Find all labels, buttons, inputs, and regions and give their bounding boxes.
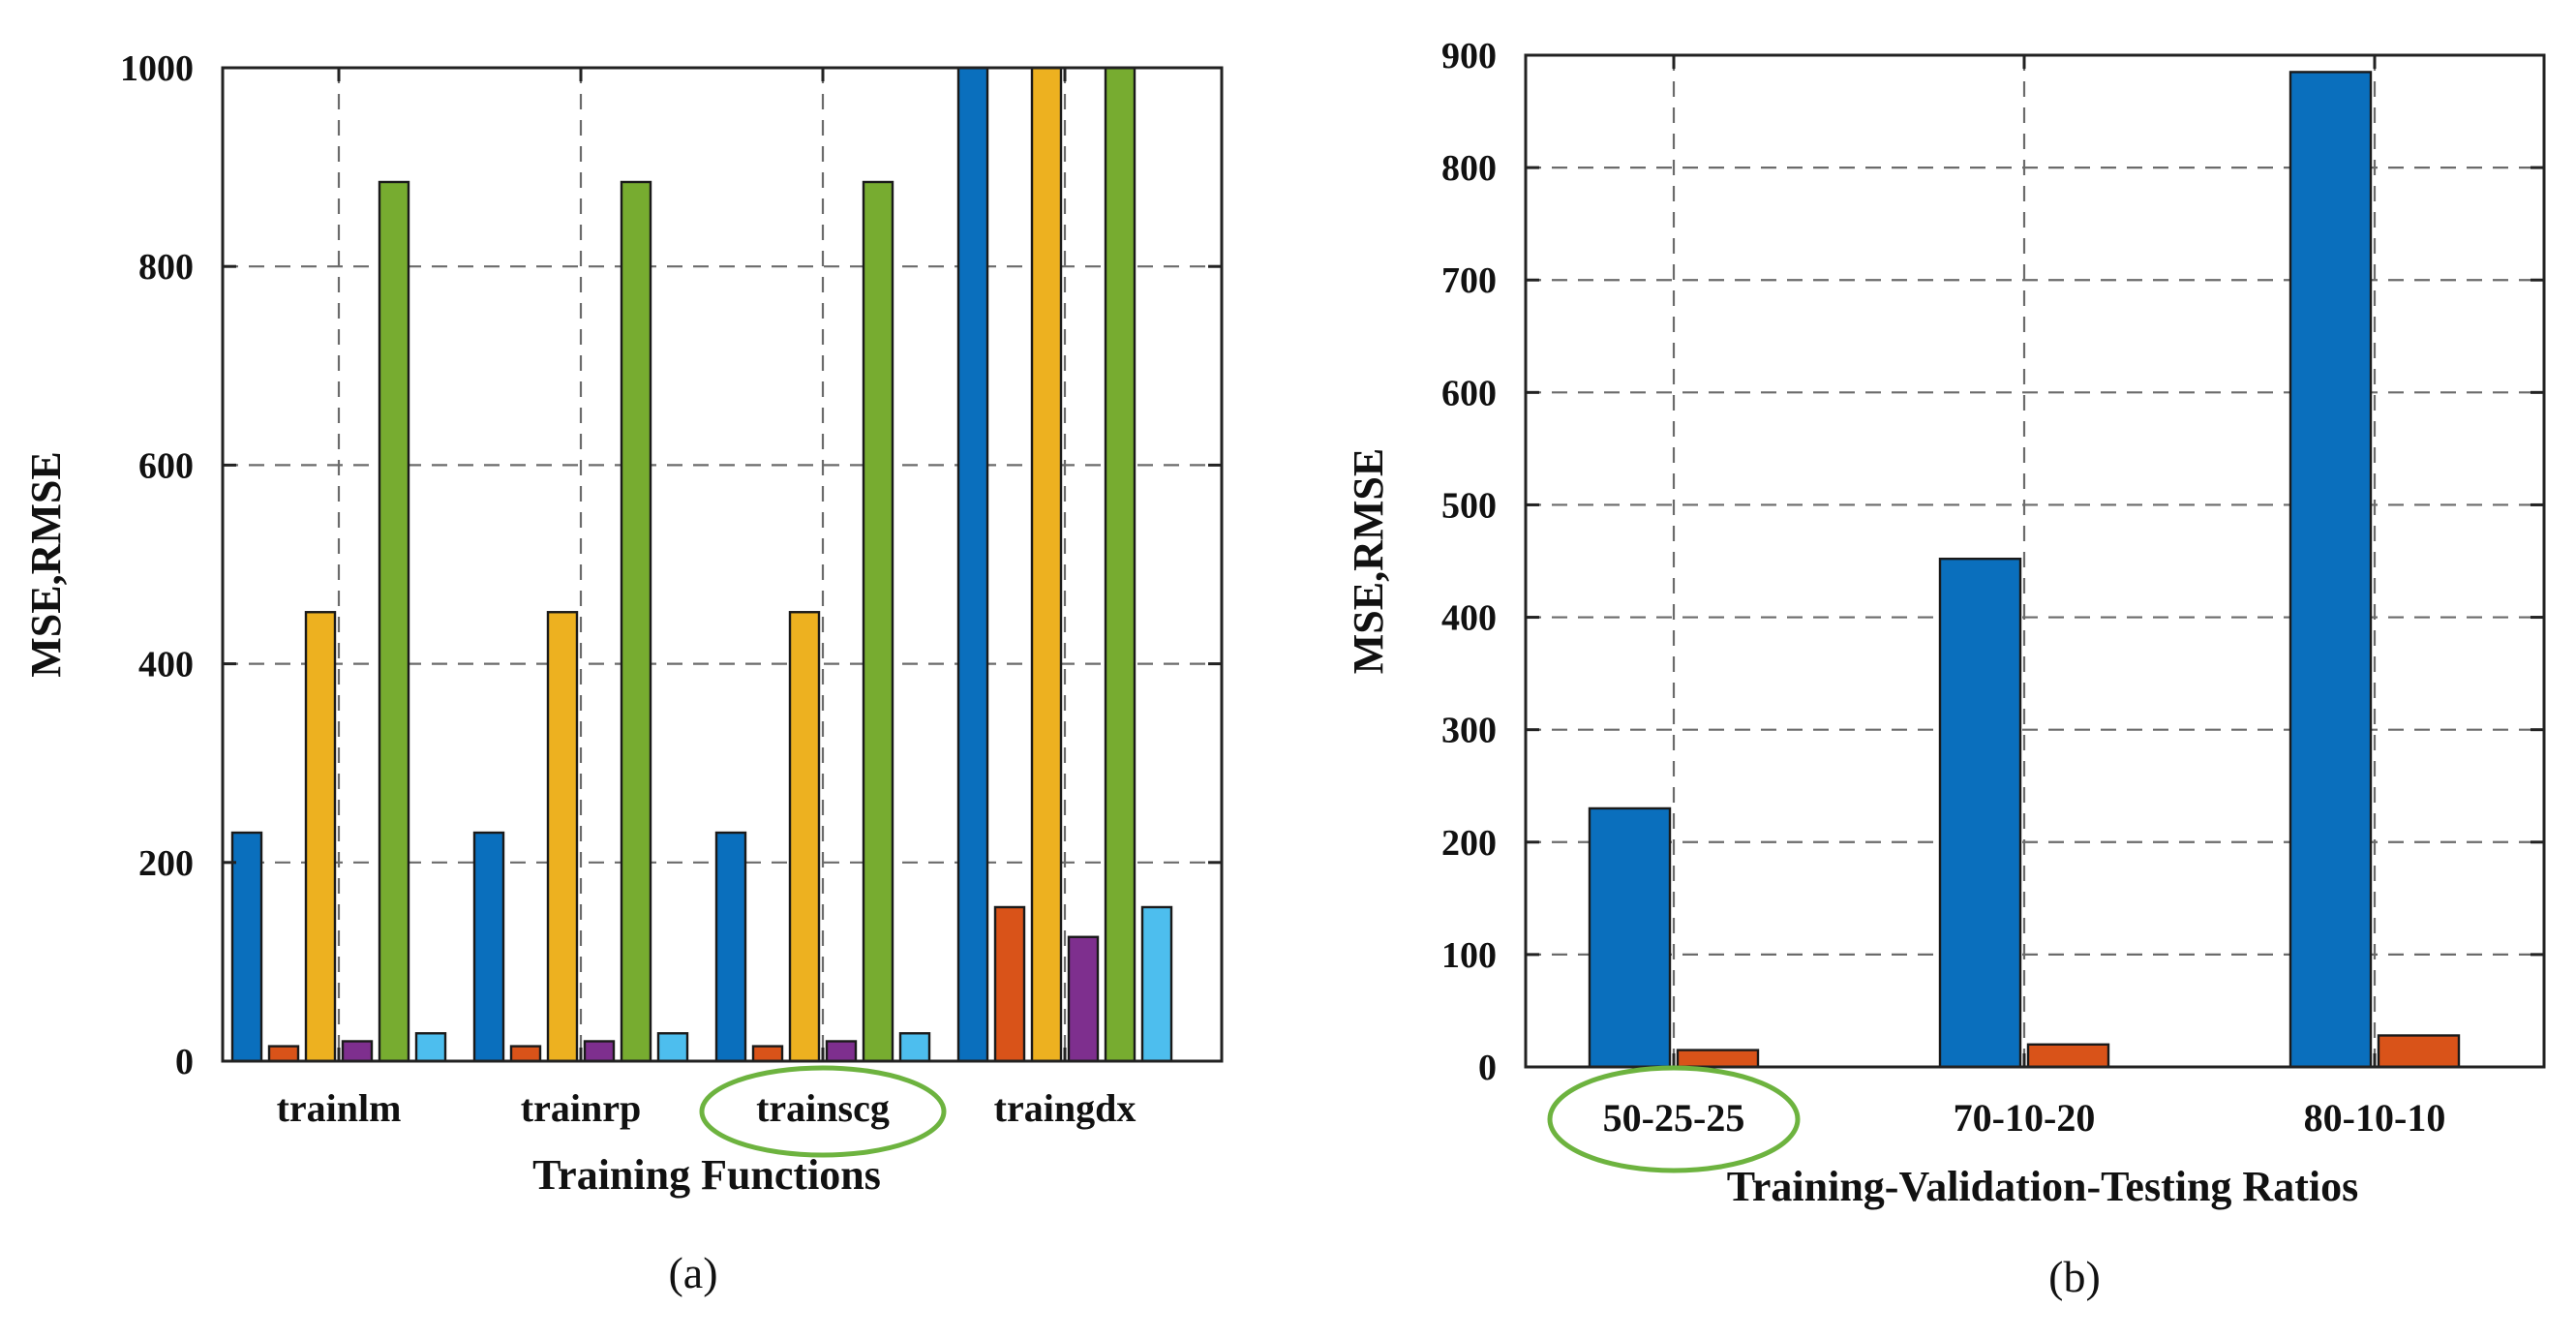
- chart-a-bar-trainlm-series-5: [378, 180, 410, 1063]
- chart-b-y-tick-label: 800: [1441, 148, 1497, 189]
- chart-a-bar-traingdx-series-3: [1030, 66, 1063, 1063]
- chart-a-y-axis-title: MSE,RMSE: [22, 451, 70, 677]
- chart-a-y-tick-label: 600: [138, 445, 194, 486]
- chart-a-x-axis-title: Training Functions: [532, 1151, 881, 1199]
- chart-b-y-tick-label: 600: [1441, 373, 1497, 413]
- chart-a-bar-traingdx-series-6: [1140, 905, 1173, 1063]
- chart-b-bar-70-10-20-series-1: [1938, 557, 2022, 1069]
- chart-b-y-tick-label: 900: [1441, 36, 1497, 76]
- chart-a-plot-frame: [221, 66, 1224, 1063]
- chart-a-highlight-ellipse: [699, 1065, 947, 1158]
- chart-a-y-tick-label: 0: [175, 1042, 194, 1082]
- chart-b-y-tick-label: 500: [1441, 485, 1497, 526]
- chart-b-category-label: 50-25-25: [1603, 1096, 1745, 1140]
- chart-a-category-label: trainlm: [277, 1086, 402, 1130]
- chart-a-y-tick-label: 800: [138, 247, 194, 288]
- chart-a-category-label: trainrp: [521, 1086, 641, 1130]
- chart-a-bar-trainrp-series-4: [583, 1040, 616, 1063]
- chart-b-bar-80-10-10-series-2: [2377, 1034, 2461, 1069]
- chart-a-bar-trainlm-series-3: [304, 611, 337, 1063]
- chart-b-bar-80-10-10-series-1: [2288, 71, 2373, 1069]
- chart-a-bar-traingdx-series-4: [1067, 935, 1100, 1063]
- chart-a-y-tick-label: 1000: [120, 48, 194, 89]
- chart-a-bar-traingdx-series-2: [993, 905, 1026, 1063]
- chart-a-bar-trainscg-series-5: [862, 180, 894, 1063]
- chart-a: 0 200 400 600 800 1000 trainlm trainrp trainscg…: [22, 48, 1224, 1297]
- chart-b-bar-50-25-25-series-2: [1676, 1049, 1760, 1069]
- chart-a-bar-trainscg-series-4: [825, 1040, 858, 1063]
- chart-b-bar-50-25-25-series-1: [1588, 806, 1672, 1069]
- chart-a-bar-trainscg-series-2: [751, 1045, 784, 1063]
- chart-a-bar-trainscg-series-1: [714, 831, 747, 1063]
- chart-a-bar-trainrp-series-6: [656, 1032, 689, 1063]
- chart-a-bar-trainlm-series-1: [230, 831, 263, 1063]
- chart-b-y-tick-label: 400: [1441, 598, 1497, 639]
- chart-b: 0 100 200 300 400 500 600 700 800 900 50-25-25 70-…: [1345, 36, 2546, 1301]
- chart-b-x-axis-title: Training-Validation-Testing Ratios: [1727, 1163, 2358, 1210]
- chart-b-category-label: 80-10-10: [2304, 1096, 2446, 1140]
- chart-b-highlight-ellipse: [1547, 1065, 1801, 1173]
- chart-a-bar-trainrp-series-2: [509, 1045, 542, 1063]
- chart-b-category-label: 70-10-20: [1954, 1096, 2096, 1140]
- chart-b-y-tick-label: 700: [1441, 260, 1497, 301]
- chart-a-category-label: traingdx: [994, 1086, 1136, 1130]
- chart-b-y-tick-label: 200: [1441, 823, 1497, 864]
- chart-a-caption: (a): [668, 1248, 717, 1297]
- chart-a-y-tick-label: 200: [138, 843, 194, 884]
- chart-a-bar-trainlm-series-4: [341, 1040, 374, 1063]
- chart-a-bar-trainscg-series-6: [898, 1032, 931, 1063]
- chart-b-plot-frame: [1524, 53, 2546, 1069]
- chart-b-y-tick-label: 300: [1441, 711, 1497, 751]
- chart-b-y-axis-title: MSE,RMSE: [1345, 448, 1392, 674]
- chart-a-bar-traingdx-series-5: [1104, 66, 1136, 1063]
- chart-a-bar-trainlm-series-6: [414, 1032, 447, 1063]
- chart-b-y-tick-label: 0: [1478, 1048, 1497, 1088]
- chart-b-y-tick-label: 100: [1441, 935, 1497, 976]
- chart-b-caption: (b): [2048, 1252, 2101, 1301]
- chart-a-bar-trainrp-series-1: [472, 831, 505, 1063]
- chart-a-bar-trainscg-series-3: [788, 611, 821, 1063]
- chart-a-bar-traingdx-series-1: [956, 66, 989, 1063]
- chart-a-bar-trainrp-series-3: [546, 611, 579, 1063]
- chart-a-y-tick-label: 400: [138, 645, 194, 685]
- chart-a-bar-trainlm-series-2: [267, 1045, 300, 1063]
- chart-b-bar-70-10-20-series-2: [2026, 1043, 2110, 1069]
- chart-a-category-label: trainscg: [756, 1086, 890, 1130]
- chart-a-bar-trainrp-series-5: [620, 180, 652, 1063]
